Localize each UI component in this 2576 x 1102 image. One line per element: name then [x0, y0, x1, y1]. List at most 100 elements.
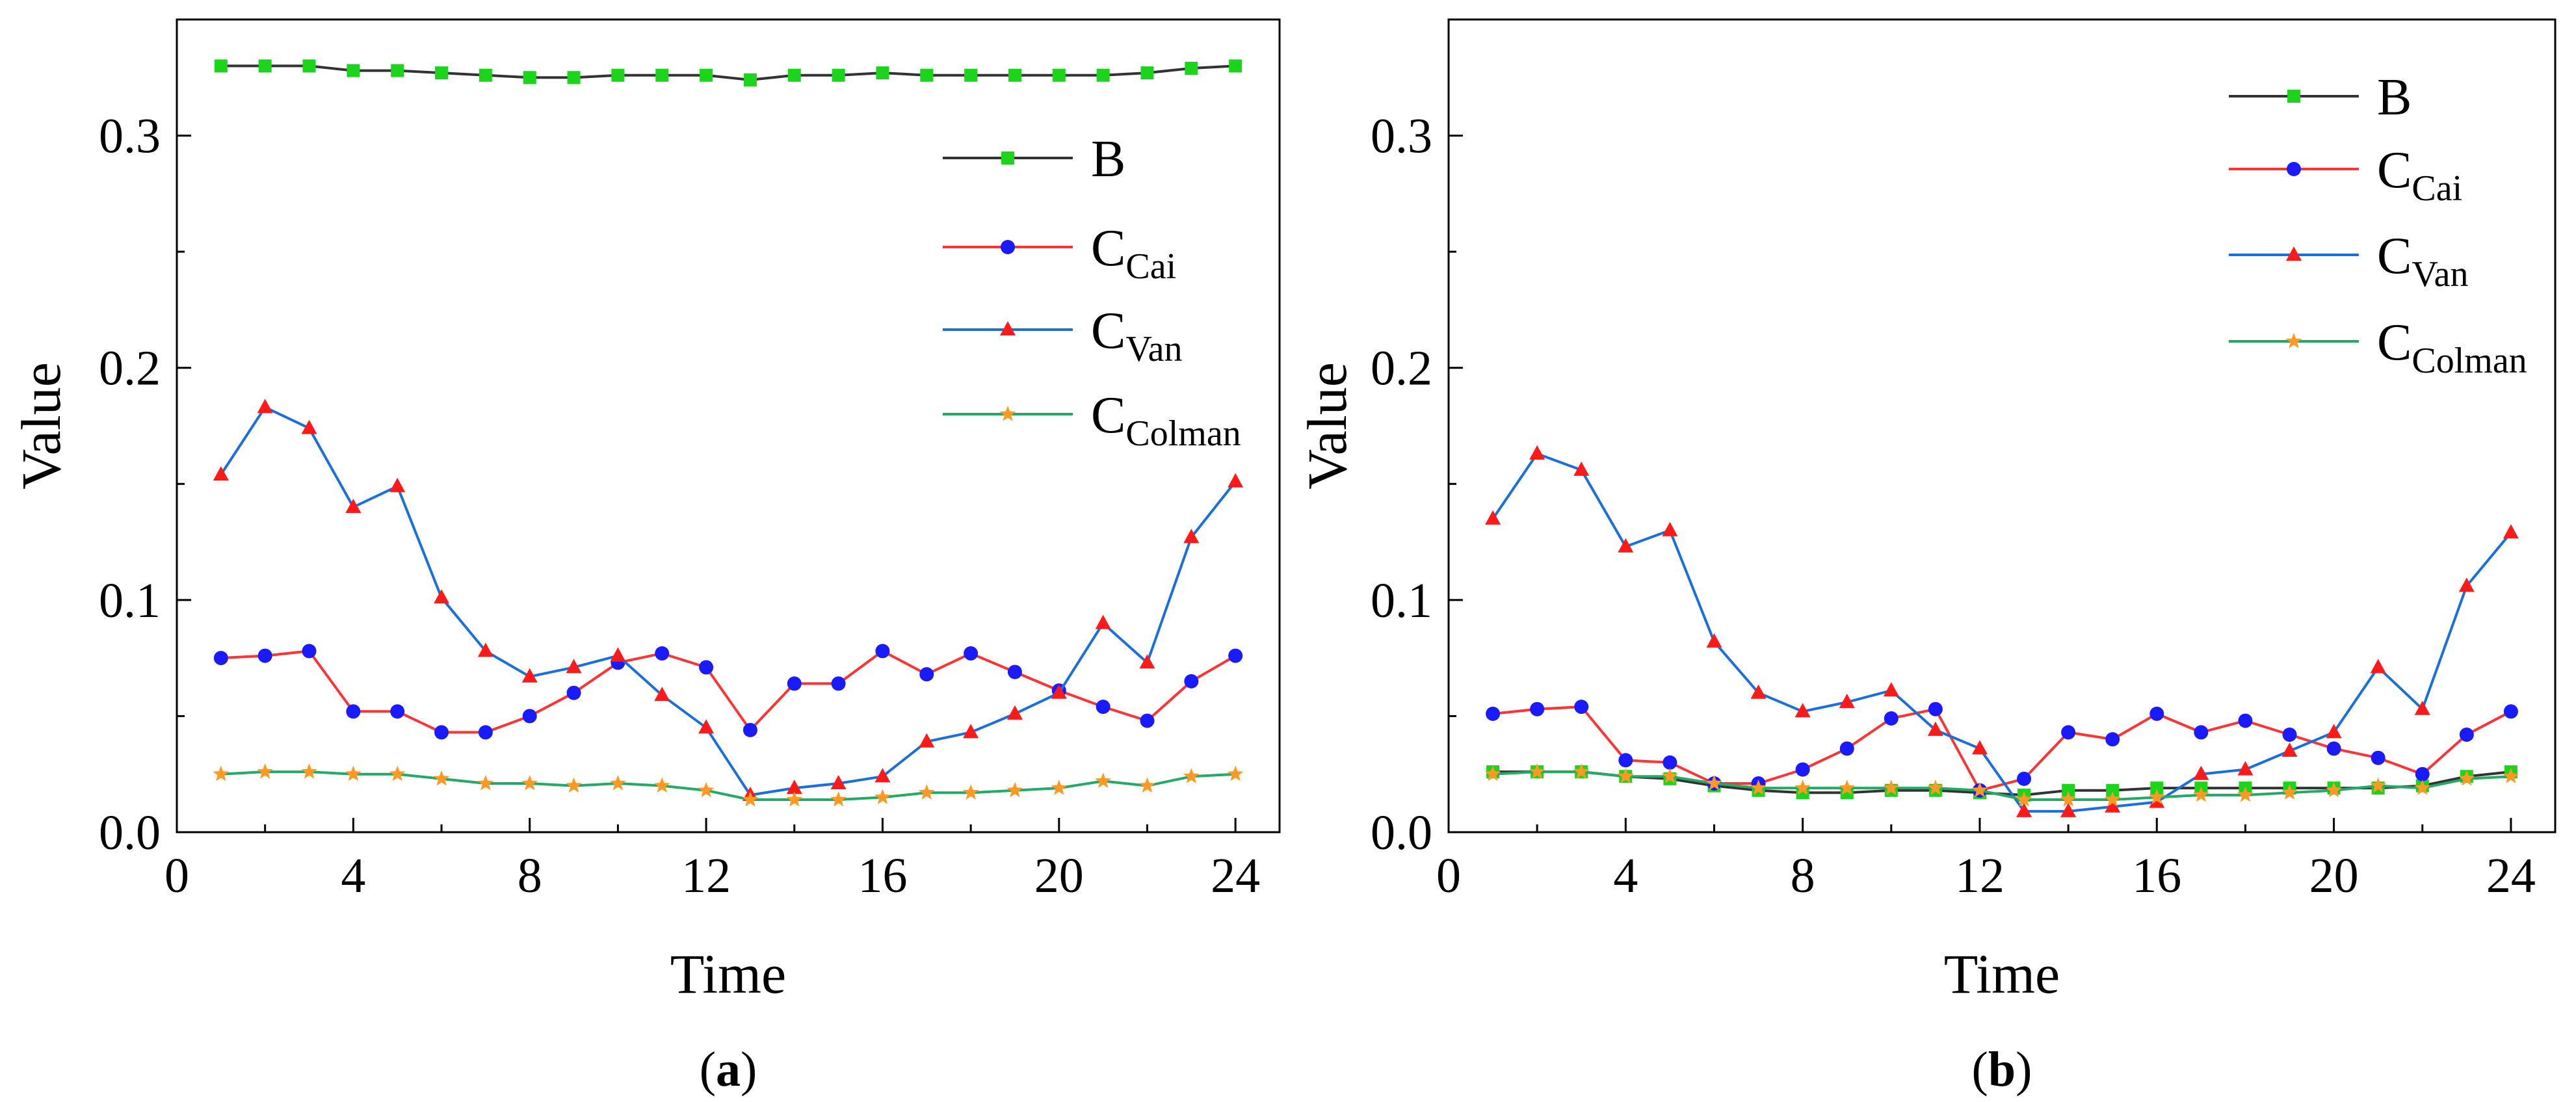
- data-point: [478, 725, 493, 740]
- data-point: [1927, 721, 1943, 736]
- data-point: [1839, 694, 1855, 708]
- data-point: [1140, 66, 1154, 80]
- data-point: [830, 791, 847, 807]
- x-tick-label: 16: [2132, 848, 2181, 903]
- data-point: [1530, 702, 1545, 716]
- data-point: [1052, 68, 1066, 82]
- data-point: [391, 64, 404, 77]
- data-point: [2326, 781, 2342, 798]
- data-point: [522, 709, 537, 724]
- data-point: [2017, 771, 2032, 786]
- legend-marker: [1001, 240, 1015, 254]
- series-CCai: [1486, 700, 2518, 798]
- data-point: [302, 644, 317, 659]
- data-point: [566, 777, 582, 793]
- data-point: [1485, 510, 1501, 525]
- x-tick-label: 0: [164, 848, 189, 903]
- data-point: [963, 724, 979, 739]
- data-point: [2458, 577, 2475, 592]
- data-point: [345, 765, 361, 781]
- legend-marker: [2287, 162, 2301, 176]
- y-tick-label: 0.2: [1371, 341, 1432, 396]
- data-point: [213, 765, 230, 781]
- data-point: [743, 722, 757, 737]
- y-tick-label: 0.0: [1371, 806, 1432, 860]
- data-point: [2237, 786, 2254, 802]
- legend-marker: [1001, 151, 1014, 164]
- series-CCai: [213, 644, 1243, 740]
- data-point: [2105, 798, 2121, 813]
- panel-label: (a): [700, 1042, 757, 1097]
- data-point: [699, 660, 714, 675]
- data-point: [2149, 706, 2164, 721]
- data-point: [698, 781, 715, 798]
- data-point: [1051, 684, 1067, 699]
- data-point: [1750, 780, 1767, 795]
- data-point: [389, 765, 406, 781]
- series-line: [220, 64, 1236, 81]
- series-line: [1492, 452, 2512, 813]
- data-point: [2016, 791, 2032, 807]
- y-tick-label: 0.3: [99, 109, 161, 164]
- data-point: [1927, 780, 1944, 795]
- legend-label: B: [2377, 69, 2412, 126]
- data-point: [1573, 763, 1590, 779]
- data-point: [1618, 538, 1634, 553]
- data-point: [1618, 768, 1634, 783]
- data-point: [479, 68, 492, 82]
- legend-marker: [2286, 246, 2302, 261]
- x-tick-label: 24: [2486, 848, 2536, 903]
- data-point: [874, 768, 891, 783]
- x-tick-label: 8: [518, 848, 542, 903]
- data-point: [1883, 682, 1899, 697]
- panel-a: 0 4 8 12 16 20 24 0.0 0.1 0.2 0.3 Time Value (a) B CCai…: [10, 18, 1281, 1097]
- data-point: [1971, 740, 1988, 755]
- x-tick-label: 24: [1211, 848, 1260, 903]
- data-point: [477, 775, 494, 791]
- data-point: [875, 644, 890, 659]
- data-point: [1228, 648, 1243, 663]
- series-B: [214, 59, 1242, 86]
- plot-frame: [1447, 18, 2556, 833]
- data-point: [2104, 791, 2121, 807]
- data-point: [1096, 68, 1110, 82]
- data-point: [1227, 765, 1244, 781]
- data-point: [1573, 461, 1590, 476]
- data-point: [1839, 780, 1856, 795]
- data-point: [2148, 789, 2165, 804]
- data-point: [1183, 529, 1200, 544]
- data-point: [2414, 700, 2430, 715]
- data-point: [257, 648, 272, 663]
- data-point: [1884, 711, 1899, 726]
- data-point: [2326, 724, 2342, 739]
- data-point: [1183, 768, 1200, 783]
- legend-marker: [1000, 321, 1016, 335]
- data-point: [1229, 59, 1242, 73]
- data-point: [1486, 706, 1501, 721]
- series-CVan: [213, 399, 1244, 801]
- series-line: [1492, 705, 2512, 792]
- x-tick-label: 4: [341, 848, 365, 903]
- data-point: [390, 704, 405, 719]
- legend-label: CVan: [2377, 228, 2468, 295]
- data-point: [874, 789, 891, 804]
- data-point: [698, 719, 715, 734]
- legend-label: CCai: [1091, 220, 1176, 287]
- data-point: [1006, 705, 1023, 720]
- data-point: [2281, 784, 2298, 800]
- data-point: [345, 499, 361, 513]
- series-CColman: [1484, 763, 2519, 807]
- data-point: [433, 770, 450, 786]
- data-point: [964, 646, 979, 661]
- data-point: [653, 777, 670, 793]
- plot-frame: [176, 18, 1281, 833]
- x-tick-label: 12: [1955, 848, 2004, 903]
- data-point: [435, 66, 449, 80]
- data-point: [1140, 713, 1155, 728]
- data-point: [1794, 780, 1811, 795]
- legend-marker: [2285, 333, 2302, 348]
- data-point: [2238, 713, 2253, 728]
- data-point: [742, 791, 759, 807]
- data-point: [1185, 62, 1198, 75]
